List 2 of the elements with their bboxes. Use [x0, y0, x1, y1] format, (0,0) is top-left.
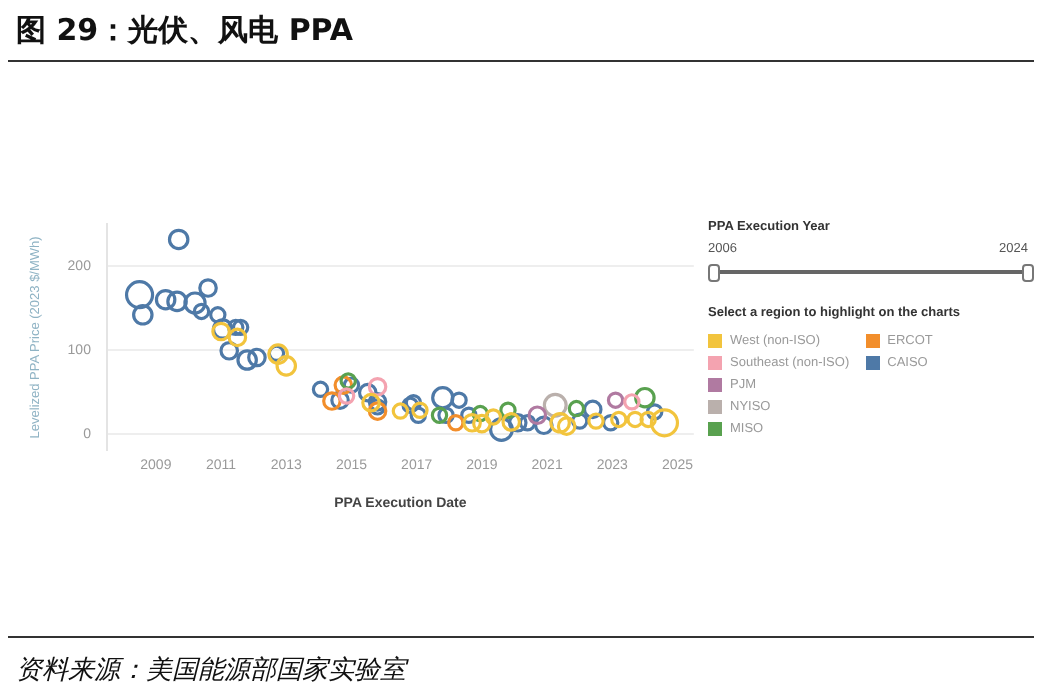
- chart-title: 图 29：光伏、风电 PPA: [16, 12, 354, 50]
- text: 资料来源：美国能源部国家实验室: [16, 654, 406, 688]
